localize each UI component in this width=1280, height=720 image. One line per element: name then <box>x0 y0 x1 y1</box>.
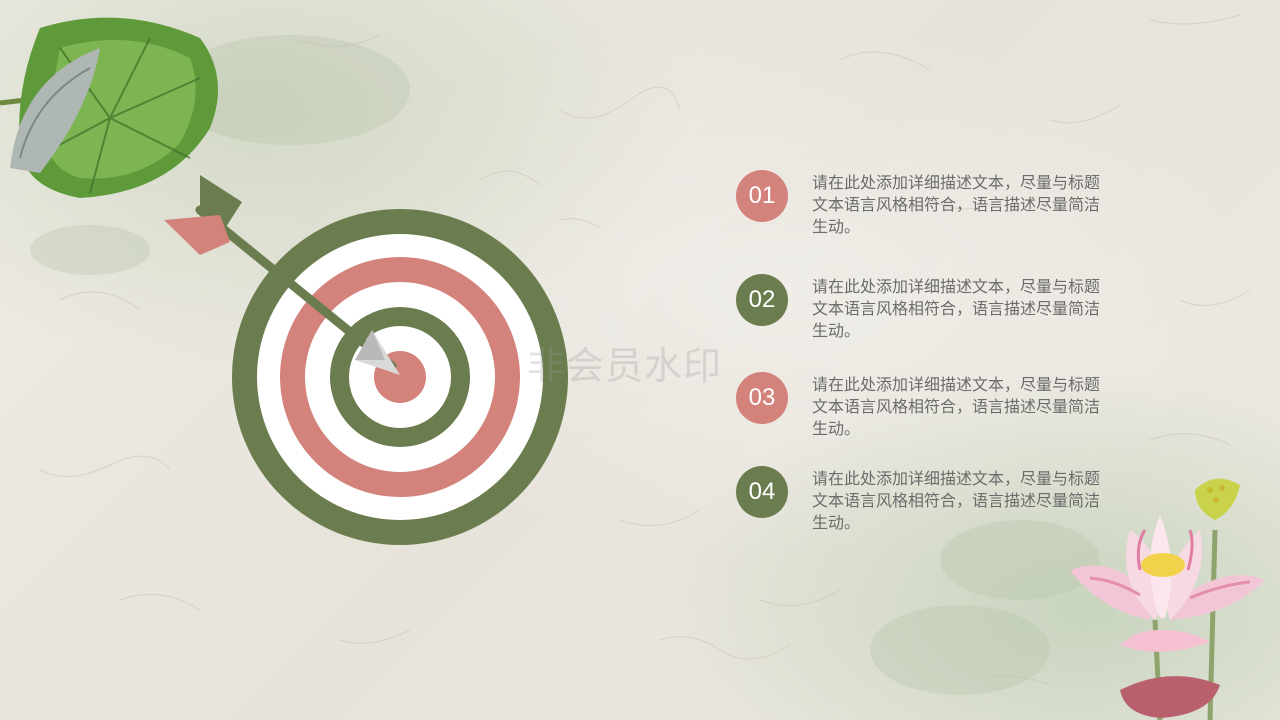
list-item-01: 01 请在此处添加详细描述文本，尽量与标题文本语言风格相符合，语言描述尽量简洁生… <box>736 170 1116 236</box>
lotus-flower-icon <box>1070 478 1265 720</box>
item-description: 请在此处添加详细描述文本，尽量与标题文本语言风格相符合，语言描述尽量简洁生动。 <box>812 173 1101 236</box>
arrow-icon <box>164 175 400 375</box>
number-badge: 03 <box>736 372 788 424</box>
number-badge: 02 <box>736 274 788 326</box>
watermark: 非会员水印 <box>527 344 723 388</box>
number-badge: 04 <box>736 466 788 518</box>
number-badge: 01 <box>736 170 788 222</box>
lotus-leaf-icon <box>0 17 218 199</box>
list-item-03: 03 请在此处添加详细描述文本，尽量与标题文本语言风格相符合，语言描述尽量简洁生… <box>736 372 1116 438</box>
target-graphic <box>160 170 580 560</box>
target-icon <box>164 175 568 545</box>
item-description: 请在此处添加详细描述文本，尽量与标题文本语言风格相符合，语言描述尽量简洁生动。 <box>812 277 1101 340</box>
list-item-04: 04 请在此处添加详细描述文本，尽量与标题文本语言风格相符合，语言描述尽量简洁生… <box>736 466 1116 532</box>
list-item-02: 02 请在此处添加详细描述文本，尽量与标题文本语言风格相符合，语言描述尽量简洁生… <box>736 274 1116 340</box>
item-description: 请在此处添加详细描述文本，尽量与标题文本语言风格相符合，语言描述尽量简洁生动。 <box>812 469 1101 532</box>
item-description: 请在此处添加详细描述文本，尽量与标题文本语言风格相符合，语言描述尽量简洁生动。 <box>812 375 1101 438</box>
